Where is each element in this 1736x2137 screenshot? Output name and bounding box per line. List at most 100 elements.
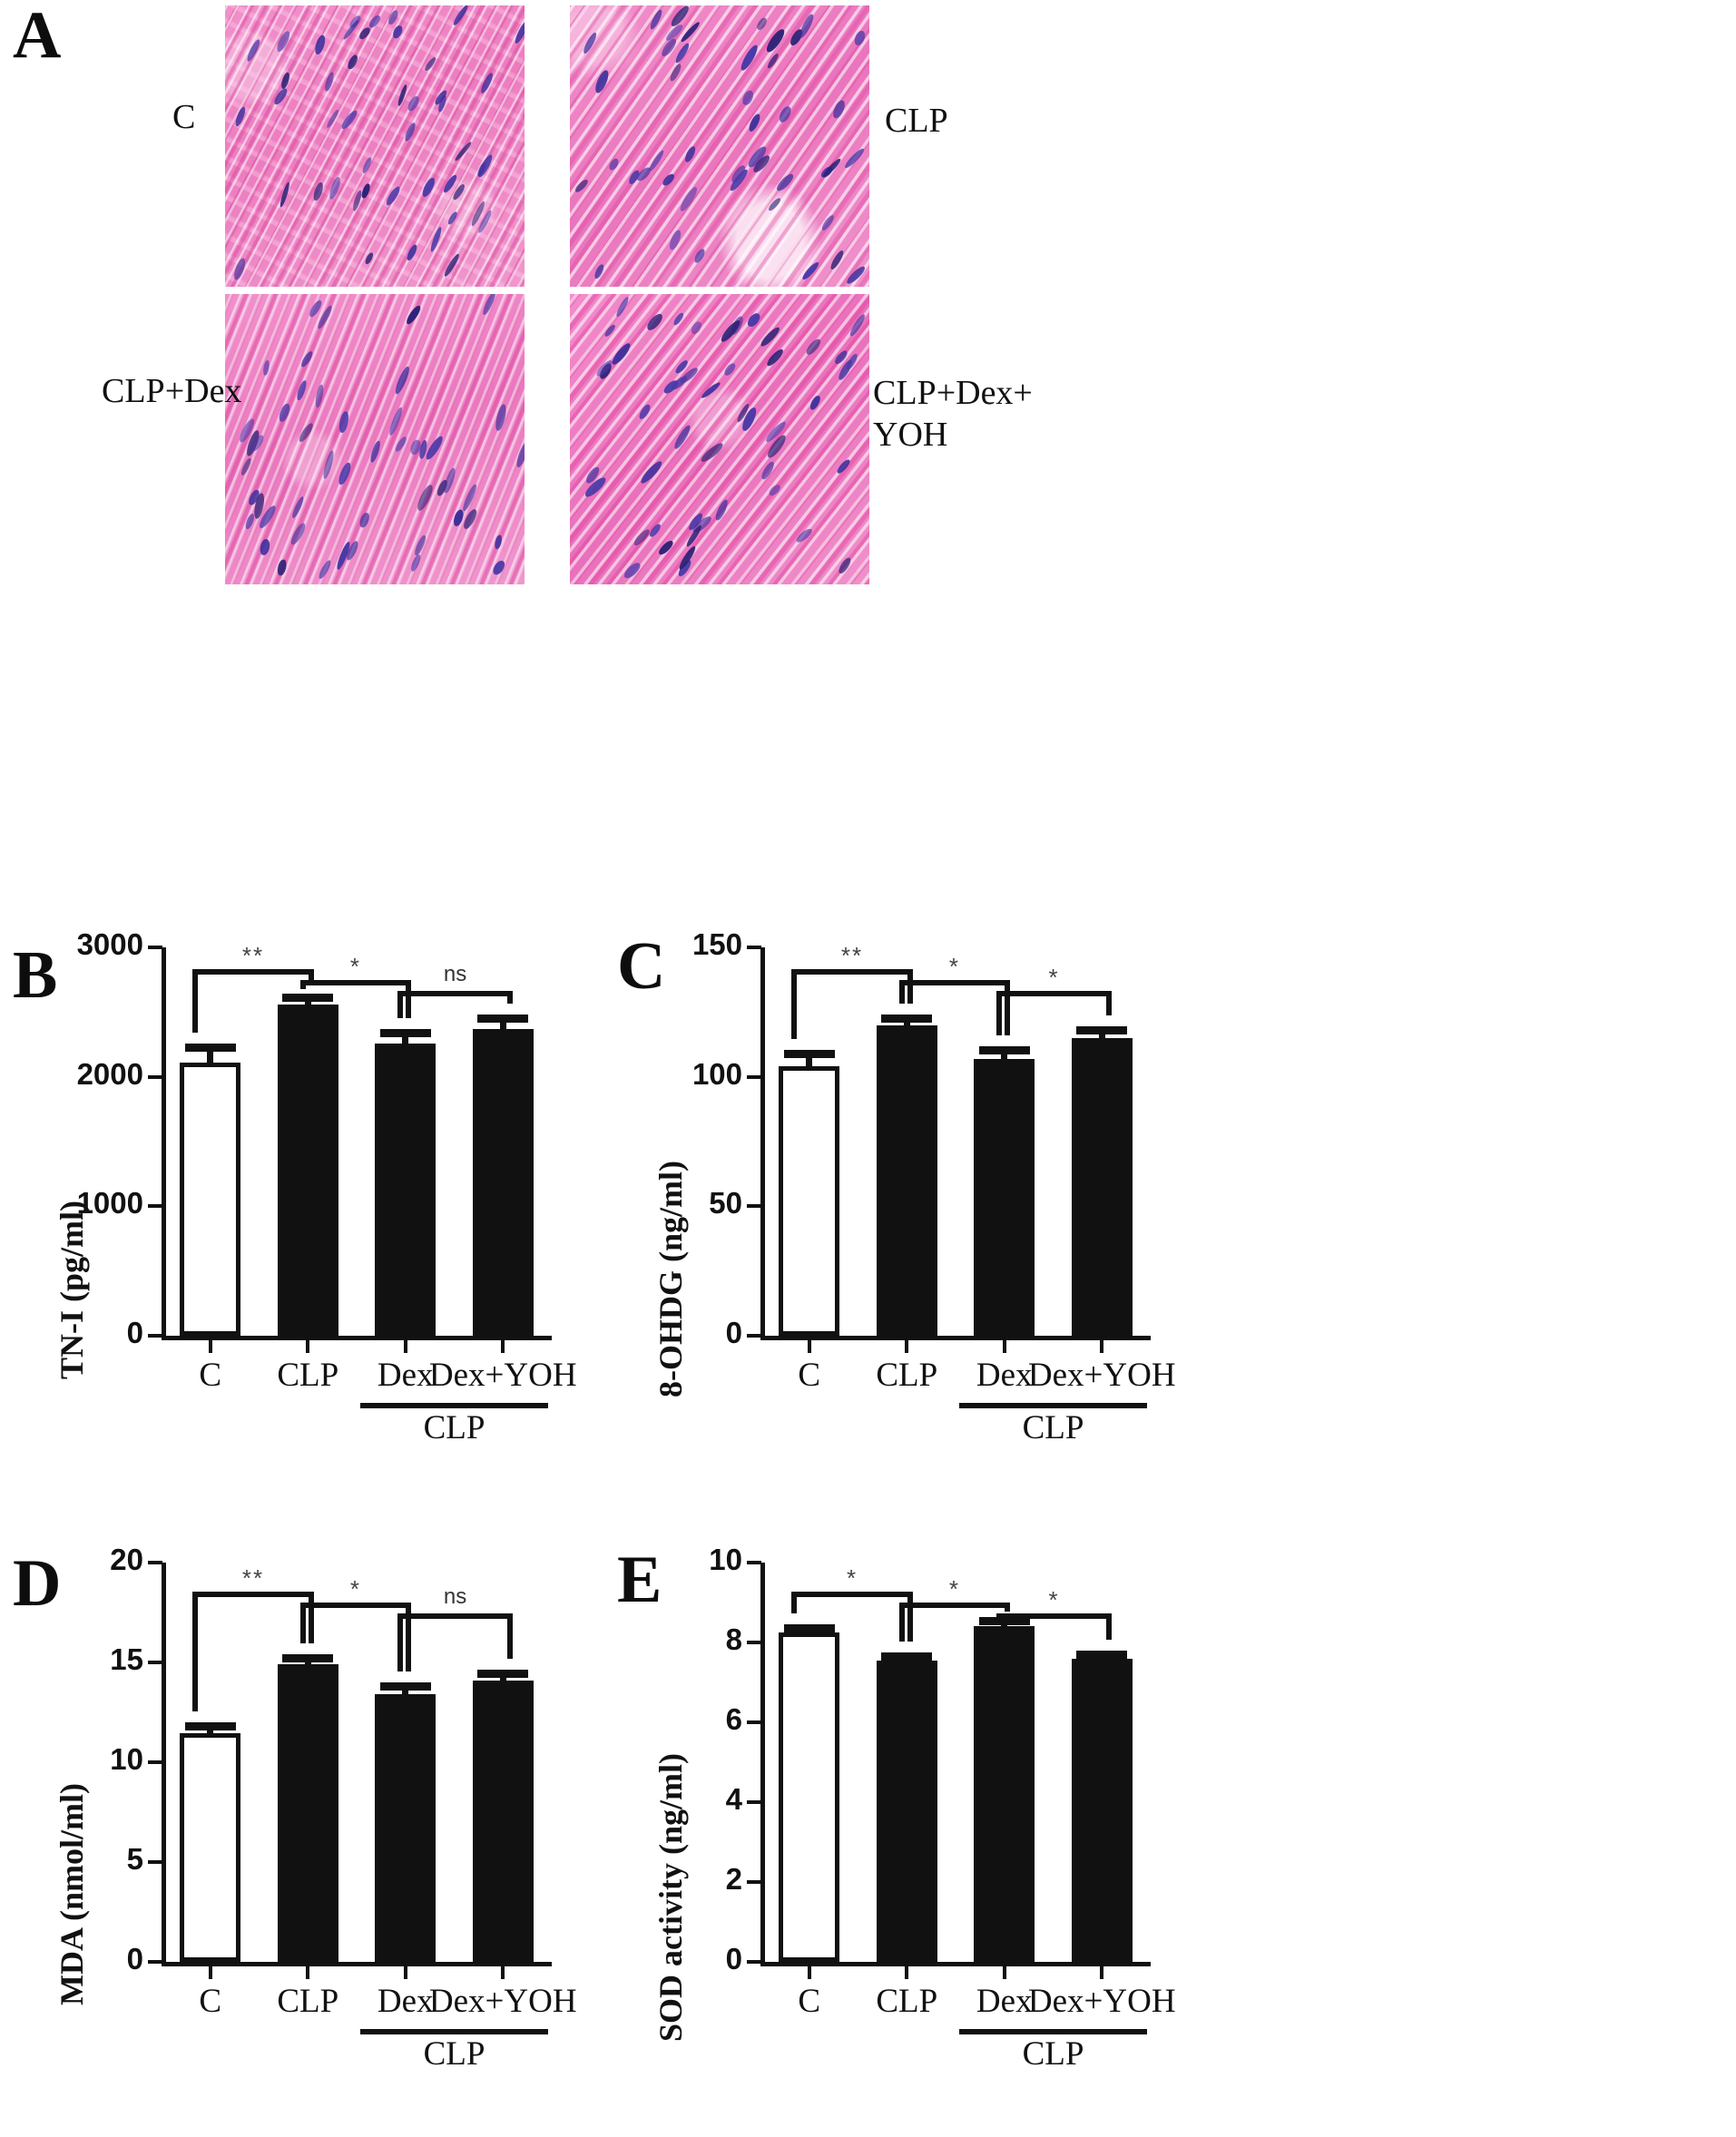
group-bracket-line xyxy=(360,1403,548,1408)
x-tick xyxy=(1002,1966,1006,1979)
significance-label: ns xyxy=(443,1584,467,1609)
error-bar-cap xyxy=(881,1652,933,1662)
significance-bracket-leg xyxy=(299,980,306,989)
significance-label: * xyxy=(349,1575,361,1603)
y-tick xyxy=(148,1204,162,1209)
y-tick xyxy=(747,946,761,949)
panel-a-letter: A xyxy=(13,0,62,73)
error-bar-cap xyxy=(282,1653,334,1662)
significance-bracket-leg xyxy=(397,1613,404,1672)
micro-label-control: C xyxy=(172,98,196,136)
panel-b-letter: B xyxy=(13,938,58,1013)
significance-label: * xyxy=(349,953,361,980)
error-bar-cap xyxy=(379,1682,431,1691)
error-bar-stem xyxy=(402,1033,409,1046)
significance-bracket-leg xyxy=(898,1603,905,1642)
significance-label: ** xyxy=(241,1564,265,1592)
y-tick xyxy=(148,1960,162,1964)
bar-dex-yoh xyxy=(472,1028,534,1336)
y-tick xyxy=(747,1641,761,1644)
bar-clp xyxy=(876,1024,937,1336)
error-bar-stem xyxy=(806,1053,813,1070)
error-bar-cap xyxy=(184,1722,236,1731)
x-tick xyxy=(905,1966,909,1979)
x-tick xyxy=(403,1340,407,1353)
error-bar-stem xyxy=(207,1726,214,1737)
x-tick-label-clp: CLP xyxy=(876,1983,938,2020)
x-tick-label-c: C xyxy=(798,1983,821,2020)
significance-bracket-leg xyxy=(406,980,412,1019)
significance-bracket-leg xyxy=(299,1603,306,1643)
group-bracket-line xyxy=(959,1403,1147,1408)
bar-clp xyxy=(277,1004,338,1336)
micro-control xyxy=(225,5,525,287)
y-axis-label: MDA (nmol/ml) xyxy=(54,1783,90,2005)
significance-label: * xyxy=(948,1575,960,1603)
bar-dex-yoh xyxy=(1071,1658,1133,1962)
significance-bracket-leg xyxy=(397,991,404,1019)
significance-bracket-bar xyxy=(192,969,314,975)
significance-bracket-leg xyxy=(406,1603,412,1672)
panel-a: A C CLP CLP+Dex CLP+Dex+ YOH xyxy=(0,0,1736,889)
bar-dex-yoh xyxy=(1071,1037,1133,1336)
bar-c xyxy=(180,1062,241,1336)
error-bar-cap xyxy=(881,1015,933,1024)
x-tick xyxy=(501,1340,505,1353)
group-bracket-line xyxy=(959,2029,1147,2034)
panel-b: B 0 1000 2000 3000 TN-I (pg/ml) C CLP Dex Dex+YOH… xyxy=(0,907,599,1488)
y-axis-label: 8-OHDG (ng/ml) xyxy=(652,1161,689,1397)
significance-label: ns xyxy=(443,962,467,986)
error-bar-stem xyxy=(304,1657,311,1668)
error-bar-cap xyxy=(978,1617,1030,1626)
y-tick-label: 1000 xyxy=(76,1186,143,1220)
significance-bracket-bar xyxy=(791,1592,913,1597)
panel-d-letter: D xyxy=(13,1546,62,1621)
y-tick-label: 10 xyxy=(709,1543,742,1576)
y-tick-label: 2000 xyxy=(76,1056,143,1091)
significance-bracket-leg xyxy=(1106,1613,1112,1641)
micro-clp-dex-yoh xyxy=(570,294,869,584)
y-tick xyxy=(148,1661,162,1664)
significance-bracket-bar xyxy=(791,969,913,975)
error-bar-stem xyxy=(304,996,311,1007)
significance-bracket-leg xyxy=(507,1613,513,1660)
x-tick-label-c: C xyxy=(798,1357,821,1394)
error-bar-stem xyxy=(903,1018,910,1028)
significance-bracket-leg xyxy=(996,1613,1003,1622)
micro-clp xyxy=(570,5,869,287)
group-bracket-label: CLP xyxy=(1022,1409,1084,1446)
x-tick xyxy=(501,1966,505,1979)
panel-e: E 0 2 4 6 8 10 SOD activity (ng/ml) C CLP Dex Dex+Y… xyxy=(599,1515,1198,2114)
group-bracket-line xyxy=(360,2029,548,2034)
y-axis xyxy=(760,1563,765,1965)
significance-bracket-leg xyxy=(996,991,1003,1035)
y-tick-label: 5 xyxy=(126,1842,143,1876)
significance-bracket-bar xyxy=(397,991,513,996)
x-tick xyxy=(807,1966,811,1979)
group-bracket-label: CLP xyxy=(423,2035,485,2073)
y-axis xyxy=(162,947,166,1338)
significance-bracket-bar xyxy=(397,1613,513,1619)
y-tick xyxy=(747,1334,761,1338)
significance-label: ** xyxy=(840,942,864,969)
error-bar-cap xyxy=(978,1045,1030,1054)
significance-bracket-leg xyxy=(1005,980,1011,1035)
bar-c xyxy=(180,1733,241,1962)
error-bar-stem xyxy=(1001,1049,1008,1062)
x-tick-label-dex-yoh: Dex+YOH xyxy=(428,1983,577,2020)
y-tick xyxy=(148,1760,162,1764)
y-tick-label: 20 xyxy=(110,1543,143,1576)
panel-d: D 0 5 10 15 20 MDA (nmol/ml) C CLP Dex Dex+YOH CLP *… xyxy=(0,1515,599,2114)
x-axis xyxy=(162,1962,552,1966)
x-tick-label-dex: Dex xyxy=(976,1357,1033,1394)
y-tick xyxy=(148,1334,162,1338)
x-tick xyxy=(208,1966,212,1979)
x-tick-label-dex: Dex xyxy=(377,1983,434,2020)
micro-label-clp-dex-yoh-line2: YOH xyxy=(873,416,948,454)
y-tick-label: 4 xyxy=(725,1782,742,1816)
y-tick-label: 50 xyxy=(709,1186,742,1220)
x-tick-label-c: C xyxy=(199,1357,222,1394)
y-tick xyxy=(148,1561,162,1564)
y-tick-label: 6 xyxy=(725,1702,742,1736)
error-bar-cap xyxy=(282,993,334,1002)
